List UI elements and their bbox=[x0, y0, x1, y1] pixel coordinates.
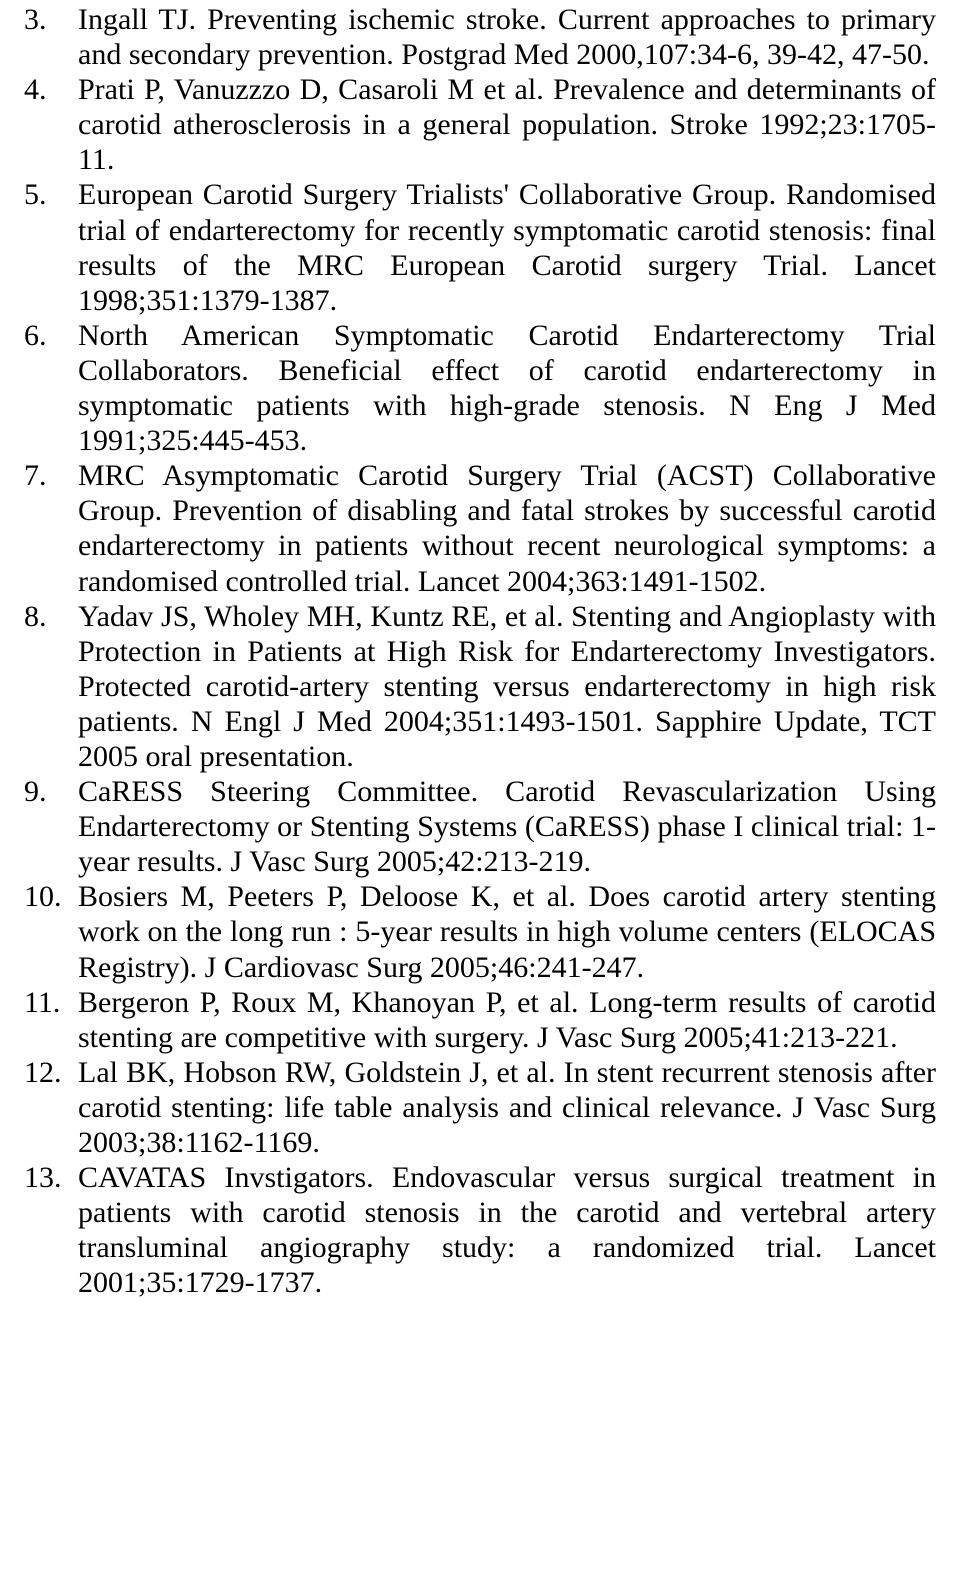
reference-item: Prati P, Vanuzzzo D, Casaroli M et al. P… bbox=[78, 72, 936, 177]
reference-item: Bergeron P, Roux M, Khanoyan P, et al. L… bbox=[78, 985, 936, 1055]
reference-text: European Carotid Surgery Trialists' Coll… bbox=[78, 178, 936, 316]
reference-text: CAVATAS Invstigators. Endovascular versu… bbox=[78, 1161, 936, 1299]
reference-text: Yadav JS, Wholey MH, Kuntz RE, et al. St… bbox=[78, 600, 936, 773]
reference-text: Prati P, Vanuzzzo D, Casaroli M et al. P… bbox=[78, 73, 936, 176]
reference-text: Bergeron P, Roux M, Khanoyan P, et al. L… bbox=[78, 986, 936, 1054]
reference-text: MRC Asymptomatic Carotid Surgery Trial (… bbox=[78, 459, 936, 597]
reference-text: Lal BK, Hobson RW, Goldstein J, et al. I… bbox=[78, 1056, 936, 1159]
reference-item: North American Symptomatic Carotid Endar… bbox=[78, 318, 936, 458]
reference-list: Ingall TJ. Preventing ischemic stroke. C… bbox=[24, 2, 936, 1300]
reference-item: Ingall TJ. Preventing ischemic stroke. C… bbox=[78, 2, 936, 72]
reference-item: European Carotid Surgery Trialists' Coll… bbox=[78, 177, 936, 317]
reference-item: Yadav JS, Wholey MH, Kuntz RE, et al. St… bbox=[78, 599, 936, 774]
reference-item: CaRESS Steering Committee. Carotid Revas… bbox=[78, 774, 936, 879]
reference-item: MRC Asymptomatic Carotid Surgery Trial (… bbox=[78, 458, 936, 598]
reference-item: Bosiers M, Peeters P, Deloose K, et al. … bbox=[78, 879, 936, 984]
reference-text: North American Symptomatic Carotid Endar… bbox=[78, 319, 936, 457]
reference-text: CaRESS Steering Committee. Carotid Revas… bbox=[78, 775, 936, 878]
reference-text: Bosiers M, Peeters P, Deloose K, et al. … bbox=[78, 880, 936, 983]
reference-text: Ingall TJ. Preventing ischemic stroke. C… bbox=[78, 3, 936, 71]
reference-item: CAVATAS Invstigators. Endovascular versu… bbox=[78, 1160, 936, 1300]
reference-item: Lal BK, Hobson RW, Goldstein J, et al. I… bbox=[78, 1055, 936, 1160]
